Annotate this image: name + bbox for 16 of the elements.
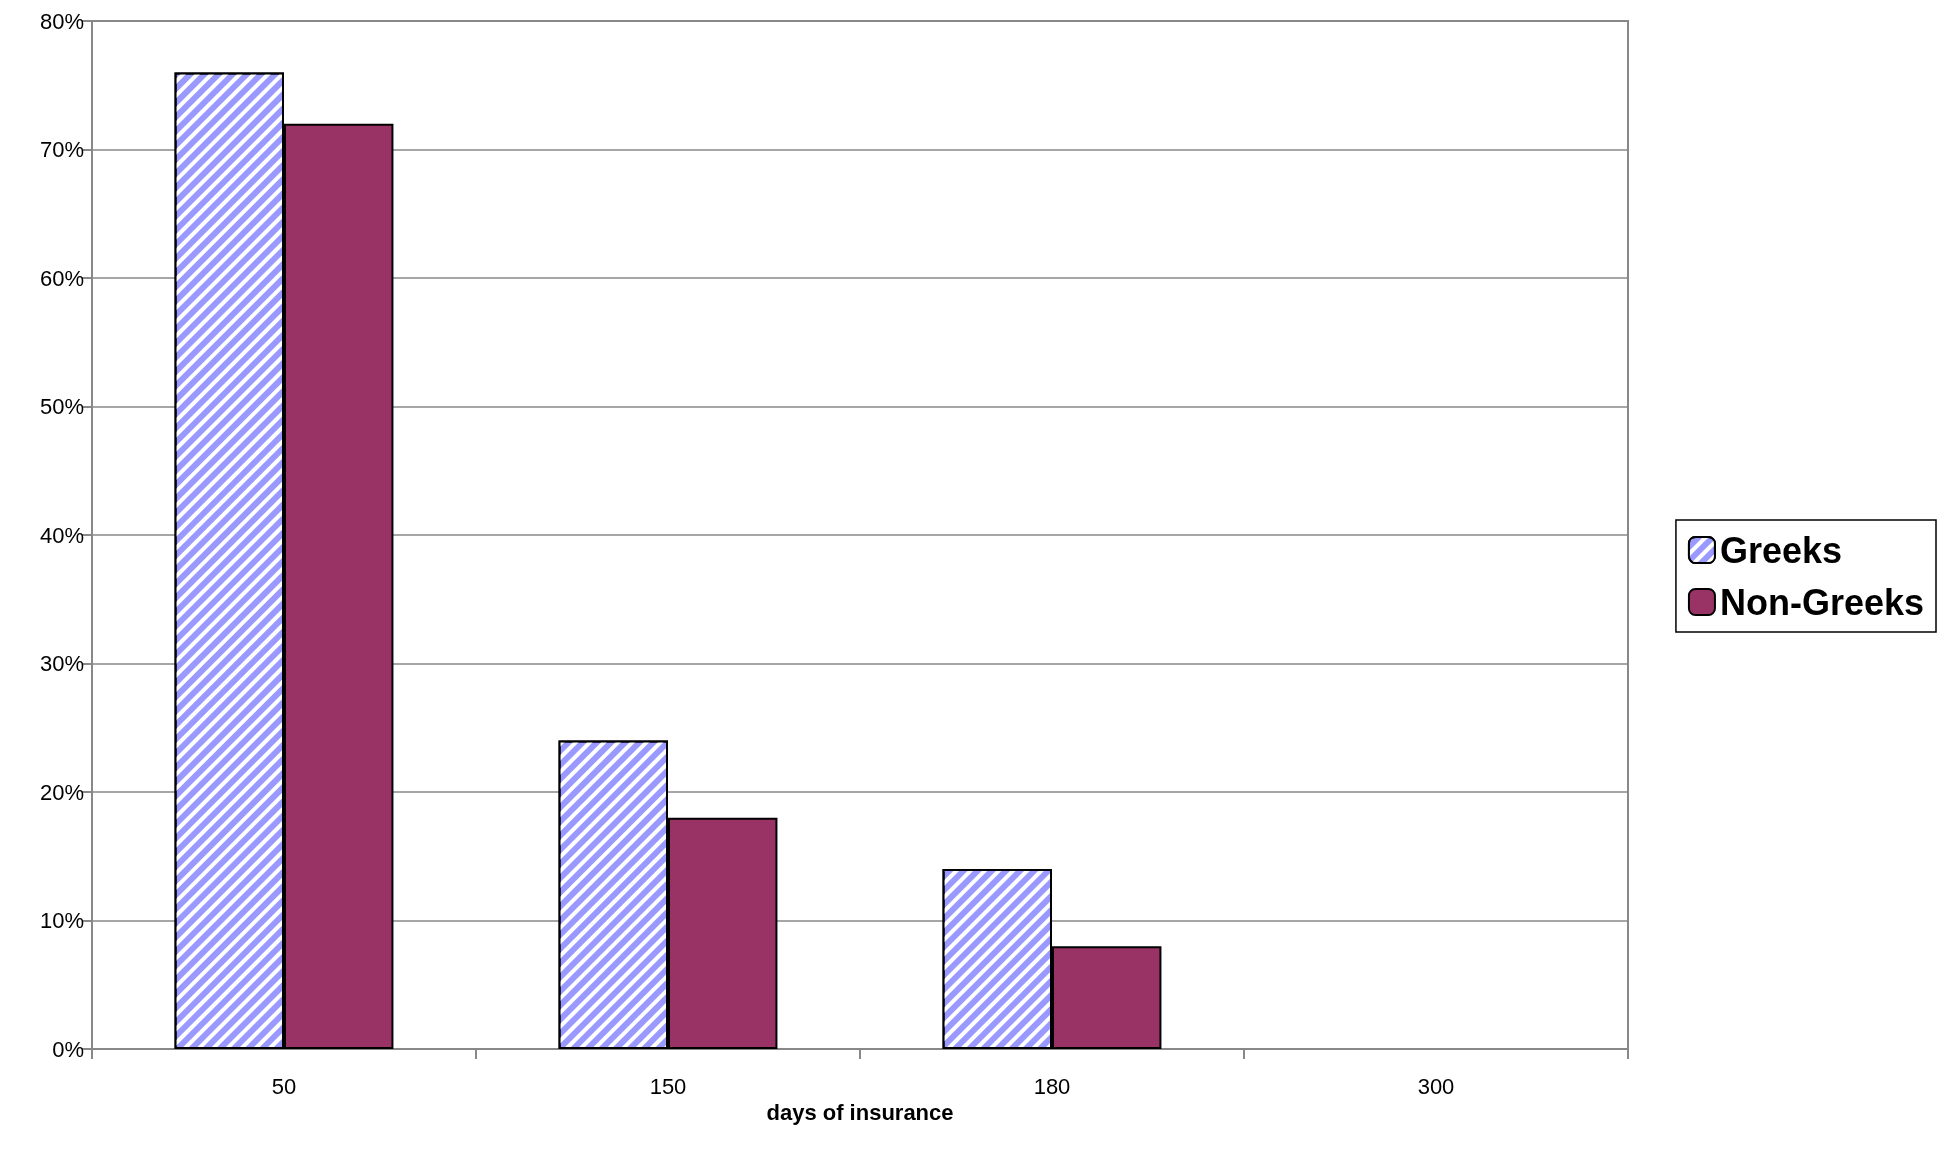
y-tick-label: 10%: [39, 908, 84, 933]
y-tick-label: 70%: [39, 137, 84, 162]
legend-label: Greeks: [1719, 529, 1843, 571]
y-tick-label: 20%: [39, 779, 84, 805]
x-tick-label: 180: [1033, 1073, 1071, 1099]
y-tick-label: 30%: [39, 651, 84, 676]
x-axis-title: days of insurance: [766, 1100, 954, 1126]
y-tick-label: 80%: [39, 8, 84, 34]
x-tick-label: 300: [1417, 1073, 1455, 1099]
y-tick-label: 60%: [39, 265, 84, 291]
legend-label: Non-Greeks: [1719, 581, 1925, 623]
y-tick-label: 0%: [52, 1036, 84, 1062]
x-tick-label: 150: [649, 1073, 687, 1099]
y-tick-label: 40%: [39, 522, 84, 548]
y-tick-label: 50%: [39, 394, 84, 419]
x-tick-label: 50: [271, 1073, 297, 1099]
